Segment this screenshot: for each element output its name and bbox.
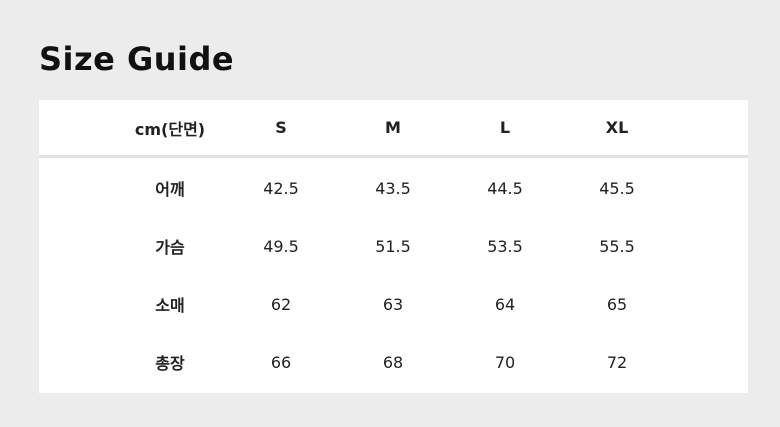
size-table: cm(단면) S M L XL 어깨 42.5 43.5 44.5 45.5 가… (39, 100, 748, 393)
table-row: 총장 66 68 70 72 (39, 333, 748, 391)
table-cell: 62 (270, 294, 292, 314)
table-cell: 66 (270, 352, 292, 372)
size-header-s: S (275, 118, 287, 137)
table-cell: 42.5 (263, 178, 299, 198)
row-label: 어깨 (155, 180, 185, 199)
unit-header: cm(단면) (134, 119, 206, 139)
table-cell: 43.5 (375, 178, 411, 198)
table-cell: 49.5 (263, 236, 299, 256)
row-label: 소매 (155, 296, 185, 315)
table-cell: 55.5 (599, 236, 635, 256)
size-header-l: L (499, 118, 511, 137)
table-row: 소매 62 63 64 65 (39, 275, 748, 333)
table-cell: 45.5 (599, 178, 635, 198)
table-cell: 64 (494, 294, 516, 314)
table-cell: 53.5 (487, 236, 523, 256)
table-row: 가슴 49.5 51.5 53.5 55.5 (39, 217, 748, 275)
table-header-row: cm(단면) S M L XL (39, 100, 748, 158)
table-cell: 72 (606, 352, 628, 372)
table-row: 어깨 42.5 43.5 44.5 45.5 (39, 159, 748, 217)
table-cell: 44.5 (487, 178, 523, 198)
table-cell: 63 (382, 294, 404, 314)
table-cell: 68 (382, 352, 404, 372)
table-cell: 51.5 (375, 236, 411, 256)
page-title: Size Guide (39, 40, 235, 78)
size-header-xl: XL (605, 118, 629, 137)
size-header-m: M (385, 118, 401, 137)
table-cell: 65 (606, 294, 628, 314)
row-label: 총장 (155, 354, 185, 373)
row-label: 가슴 (155, 238, 185, 257)
table-cell: 70 (494, 352, 516, 372)
